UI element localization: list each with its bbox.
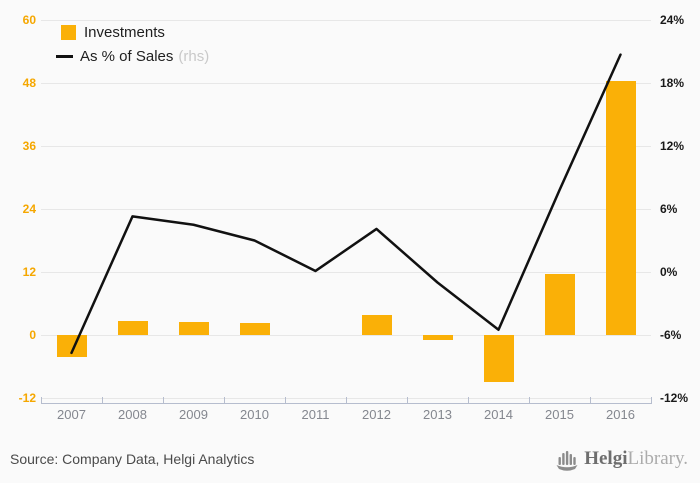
brand-name-library: Library. <box>627 447 689 469</box>
legend-item-as-percent-of-sales[interactable]: As % of Sales (rhs) <box>56 48 209 65</box>
x-axis-label-2011: 2011 <box>301 407 330 422</box>
x-axis-tick <box>224 397 225 403</box>
investments-bar-2008[interactable] <box>117 321 148 335</box>
x-axis-tick <box>468 397 469 403</box>
y-axis-left-tick-label: 36 <box>22 139 36 153</box>
legend-label-investments: Investments <box>84 24 165 41</box>
x-axis-tick <box>651 397 652 403</box>
x-axis-label-2015: 2015 <box>545 407 574 422</box>
investments-bar-2014[interactable] <box>483 335 514 383</box>
investments-bar-2007[interactable] <box>56 335 87 357</box>
y-axis-left-tick-label: 24 <box>22 202 36 216</box>
y-axis-right-tick-label: 18% <box>660 76 685 90</box>
y-axis-right-tick-label: 24% <box>660 13 685 27</box>
y-axis-right-tick-label: 12% <box>660 139 685 153</box>
investments-bar-2016[interactable] <box>605 80 636 335</box>
investments-bar-2009[interactable] <box>178 321 209 335</box>
x-axis-label-2013: 2013 <box>423 407 452 422</box>
brand-name-helgi: Helgi <box>584 447 628 469</box>
y-axis-right-tick-label: 0% <box>660 265 678 279</box>
x-axis-label-2010: 2010 <box>240 407 269 422</box>
gridline <box>41 335 651 336</box>
x-axis-label-2012: 2012 <box>362 407 391 422</box>
investments-bar-2012[interactable] <box>361 315 392 335</box>
gridline <box>41 209 651 210</box>
source-text: Source: Company Data, Helgi Analytics <box>10 450 255 467</box>
x-axis-tick <box>346 397 347 403</box>
x-axis-label-2009: 2009 <box>179 407 208 422</box>
y-axis-left-tick-label: 48 <box>22 76 36 90</box>
x-axis-tick <box>407 397 408 403</box>
gridline <box>41 146 651 147</box>
x-axis-tick <box>41 397 42 403</box>
investments-chart: 60 48 36 24 12 0 -12 24% 18% 12% 6% 0% -6% -12% 2007… <box>18 13 689 422</box>
x-axis-tick <box>163 397 164 403</box>
legend-note-rhs: (rhs) <box>178 48 210 65</box>
x-axis-line <box>41 403 652 404</box>
investments-bar-2013[interactable] <box>422 335 453 340</box>
y-axis-right-tick-label: -12% <box>660 391 689 405</box>
y-axis-left-tick-label: 12 <box>22 265 36 279</box>
chart-footer: Source: Company Data, Helgi Analytics He… <box>0 440 700 483</box>
helgi-logo-bars-icon <box>556 450 578 471</box>
bar-series-swatch-icon <box>61 25 76 40</box>
investments-bar-2015[interactable] <box>544 273 575 335</box>
y-axis-left-tick-label: 60 <box>22 13 36 27</box>
legend-label-as-percent-of-sales: As % of Sales <box>80 48 174 65</box>
helgi-library-logo: HelgiLibrary. <box>556 447 688 471</box>
x-axis-tick <box>590 397 591 403</box>
y-axis-right-tick-label: 6% <box>660 202 678 216</box>
as-percent-of-sales-line <box>70 53 622 355</box>
y-axis-left-tick-label: 0 <box>29 328 36 342</box>
legend: Investments As % of Sales (rhs) <box>56 24 209 72</box>
x-axis-label-2008: 2008 <box>118 407 147 422</box>
investments-bar-2010[interactable] <box>239 323 270 335</box>
legend-item-investments[interactable]: Investments <box>56 24 209 41</box>
x-axis-label-2014: 2014 <box>484 407 513 422</box>
y-axis-left-tick-label: -12 <box>18 391 36 405</box>
x-axis-tick <box>285 397 286 403</box>
x-axis-label-2007: 2007 <box>57 407 86 422</box>
x-axis-tick <box>529 397 530 403</box>
y-axis-right-tick-label: -6% <box>660 328 682 342</box>
x-axis-label-2016: 2016 <box>606 407 635 422</box>
gridline <box>41 20 651 21</box>
x-axis-tick <box>102 397 103 403</box>
gridline <box>41 83 651 84</box>
line-series-swatch-icon <box>56 55 73 58</box>
